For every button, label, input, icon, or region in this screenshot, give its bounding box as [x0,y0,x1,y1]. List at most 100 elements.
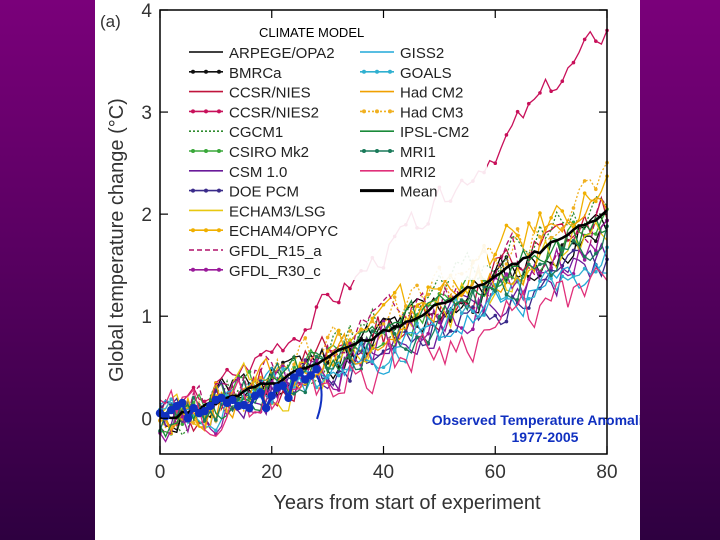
series-point [392,332,397,336]
observed-point [245,403,254,413]
series-point [404,304,408,308]
series-point [404,347,408,351]
series-point [594,269,598,274]
series-point [493,289,498,293]
series-point [459,311,464,316]
series-point [515,227,520,231]
series-point [560,274,565,279]
chart-title: CLIMATE MODEL [259,25,364,40]
legend-swatch-marker [204,188,208,193]
series-point [526,101,531,106]
legend-swatch-marker [191,228,195,233]
series-point [337,388,341,392]
series-point [515,109,520,114]
observed-point [312,365,321,374]
series-point [292,391,296,396]
series-point [582,254,587,259]
series-point [493,161,498,165]
y-tick-label: 3 [141,103,152,124]
series-point [348,329,352,333]
series-point [281,360,285,365]
series-point [281,364,285,368]
series-point [426,331,431,336]
legend-swatch-marker [217,228,221,233]
observed-point [278,381,288,390]
series-point [381,302,386,307]
observed-point [284,393,293,403]
series-point [202,418,207,423]
series-point [526,221,531,225]
legend-swatch-marker [191,188,195,193]
mean-series-layer [159,209,608,420]
series-point [571,206,576,210]
series-point [359,328,363,333]
series-point [214,418,218,422]
legend-swatch-marker [204,228,208,233]
series-point [515,297,520,302]
legend: ARPEGE/OPA2 BMRCa CCSR/NIES CCSR/NIES2 CGCM1… [187,40,487,280]
legend-swatch-marker [388,109,392,114]
legend-swatch-marker [375,69,379,74]
series-point [437,314,442,319]
series-point [348,286,352,291]
y-axis-label: Global temperature change (°C) [106,98,128,382]
series-point [348,355,352,360]
series-point [448,315,453,320]
series-point [594,248,598,253]
legend-label: CSM 1.0 [229,164,287,181]
series-point [538,271,542,275]
observed-point [228,395,237,405]
series-point [504,223,509,228]
series-point [549,276,553,281]
series-point [381,319,386,324]
legend-swatch-marker [217,149,221,153]
series-point [258,375,263,380]
legend-label: IPSL-CM2 [400,124,469,141]
series-point [325,335,330,340]
series-line-had-cm2 [159,197,608,432]
series-point [582,37,587,42]
legend-label: GFDL_R30_c [229,263,321,280]
series-point [325,292,330,297]
series-point [426,292,431,297]
series-point [392,290,397,295]
series-point [247,369,252,374]
series-point [526,296,531,301]
series-point [571,274,576,279]
series-point [526,262,531,267]
legend-label: ECHAM3/LSG [229,203,326,220]
series-point [169,397,173,401]
series-point [560,246,565,250]
legend-label: CGCM1 [229,124,283,141]
series-point [180,422,185,426]
legend-swatch-marker [217,109,221,114]
series-point [582,191,587,196]
series-point [370,359,375,364]
legend-swatch-marker [204,109,208,114]
series-point [526,277,531,282]
series-point [392,348,397,352]
series-point [504,292,509,297]
series-point [504,319,509,324]
series-point [337,300,341,305]
x-tick-label: 60 [485,462,506,483]
series-point [549,268,553,273]
legend-swatch-marker [191,69,195,74]
series-point [348,379,352,383]
series-point [560,79,565,83]
legend-label: CCSR/NIES [229,85,311,102]
series-point [269,350,274,354]
legend-swatch-marker [217,69,221,74]
series-point [549,215,553,220]
legend-label: Had CM2 [400,85,463,102]
series-point [538,279,542,284]
legend-label: CSIRO Mk2 [229,144,309,161]
series-point [560,226,565,231]
series-point [225,367,229,372]
series-point [504,262,509,266]
series-point [504,272,509,276]
series-point [493,252,498,257]
series-point [594,239,598,243]
observed-point [306,371,316,380]
